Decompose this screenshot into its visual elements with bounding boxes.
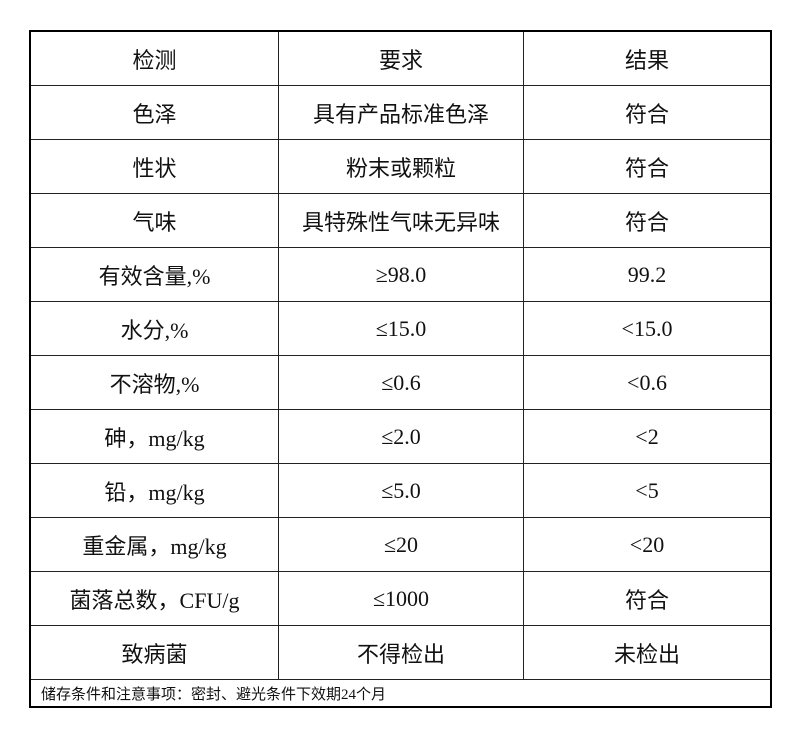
result-cell: 符合 — [523, 571, 772, 626]
test-item-cell: 菌落总数，CFU/g — [29, 571, 279, 626]
table-row: 不溶物,% ≤0.6 <0.6 — [29, 355, 772, 410]
test-item-cell: 水分,% — [29, 301, 279, 356]
test-item-cell: 色泽 — [29, 85, 279, 140]
table-row: 性状 粉末或颗粒 符合 — [29, 139, 772, 194]
header-cell: 检测 — [29, 30, 279, 86]
requirement-cell: 粉末或颗粒 — [278, 139, 524, 194]
table-row: 有效含量,% ≥98.0 99.2 — [29, 247, 772, 302]
result-cell: 符合 — [523, 139, 772, 194]
footer-row: 储存条件和注意事项：密封、避光条件下效期24个月 — [29, 679, 772, 708]
test-item-cell: 性状 — [29, 139, 279, 194]
header-row: 检测 要求 结果 — [29, 30, 772, 86]
result-cell: <5 — [523, 463, 772, 518]
storage-note: 储存条件和注意事项：密封、避光条件下效期24个月 — [29, 679, 772, 708]
requirement-cell: ≤2.0 — [278, 409, 524, 464]
table-row: 铅，mg/kg ≤5.0 <5 — [29, 463, 772, 518]
table-row: 菌落总数，CFU/g ≤1000 符合 — [29, 571, 772, 626]
test-item-cell: 不溶物,% — [29, 355, 279, 410]
result-cell: 未检出 — [523, 625, 772, 680]
requirement-cell: 具有产品标准色泽 — [278, 85, 524, 140]
header-cell: 要求 — [278, 30, 524, 86]
requirement-cell: ≤0.6 — [278, 355, 524, 410]
result-cell: 99.2 — [523, 247, 772, 302]
test-item-cell: 气味 — [29, 193, 279, 248]
table-row: 水分,% ≤15.0 <15.0 — [29, 301, 772, 356]
result-cell: 符合 — [523, 193, 772, 248]
test-item-cell: 致病菌 — [29, 625, 279, 680]
requirement-cell: ≤1000 — [278, 571, 524, 626]
requirement-cell: ≤5.0 — [278, 463, 524, 518]
requirement-cell: ≤20 — [278, 517, 524, 572]
result-cell: <15.0 — [523, 301, 772, 356]
requirement-cell: 不得检出 — [278, 625, 524, 680]
table-row: 砷，mg/kg ≤2.0 <2 — [29, 409, 772, 464]
table-row: 气味 具特殊性气味无异味 符合 — [29, 193, 772, 248]
table-row: 色泽 具有产品标准色泽 符合 — [29, 85, 772, 140]
header-cell: 结果 — [523, 30, 772, 86]
result-cell: <0.6 — [523, 355, 772, 410]
result-cell: <2 — [523, 409, 772, 464]
requirement-cell: 具特殊性气味无异味 — [278, 193, 524, 248]
test-item-cell: 砷，mg/kg — [29, 409, 279, 464]
table-row: 重金属，mg/kg ≤20 <20 — [29, 517, 772, 572]
requirement-cell: ≤15.0 — [278, 301, 524, 356]
test-item-cell: 有效含量,% — [29, 247, 279, 302]
table-row: 致病菌 不得检出 未检出 — [29, 625, 772, 680]
test-item-cell: 铅，mg/kg — [29, 463, 279, 518]
test-item-cell: 重金属，mg/kg — [29, 517, 279, 572]
inspection-table: 检测 要求 结果 色泽 具有产品标准色泽 符合 性状 粉末或颗粒 符合 气味 具特殊性气味无异… — [29, 30, 772, 708]
result-cell: 符合 — [523, 85, 772, 140]
requirement-cell: ≥98.0 — [278, 247, 524, 302]
result-cell: <20 — [523, 517, 772, 572]
